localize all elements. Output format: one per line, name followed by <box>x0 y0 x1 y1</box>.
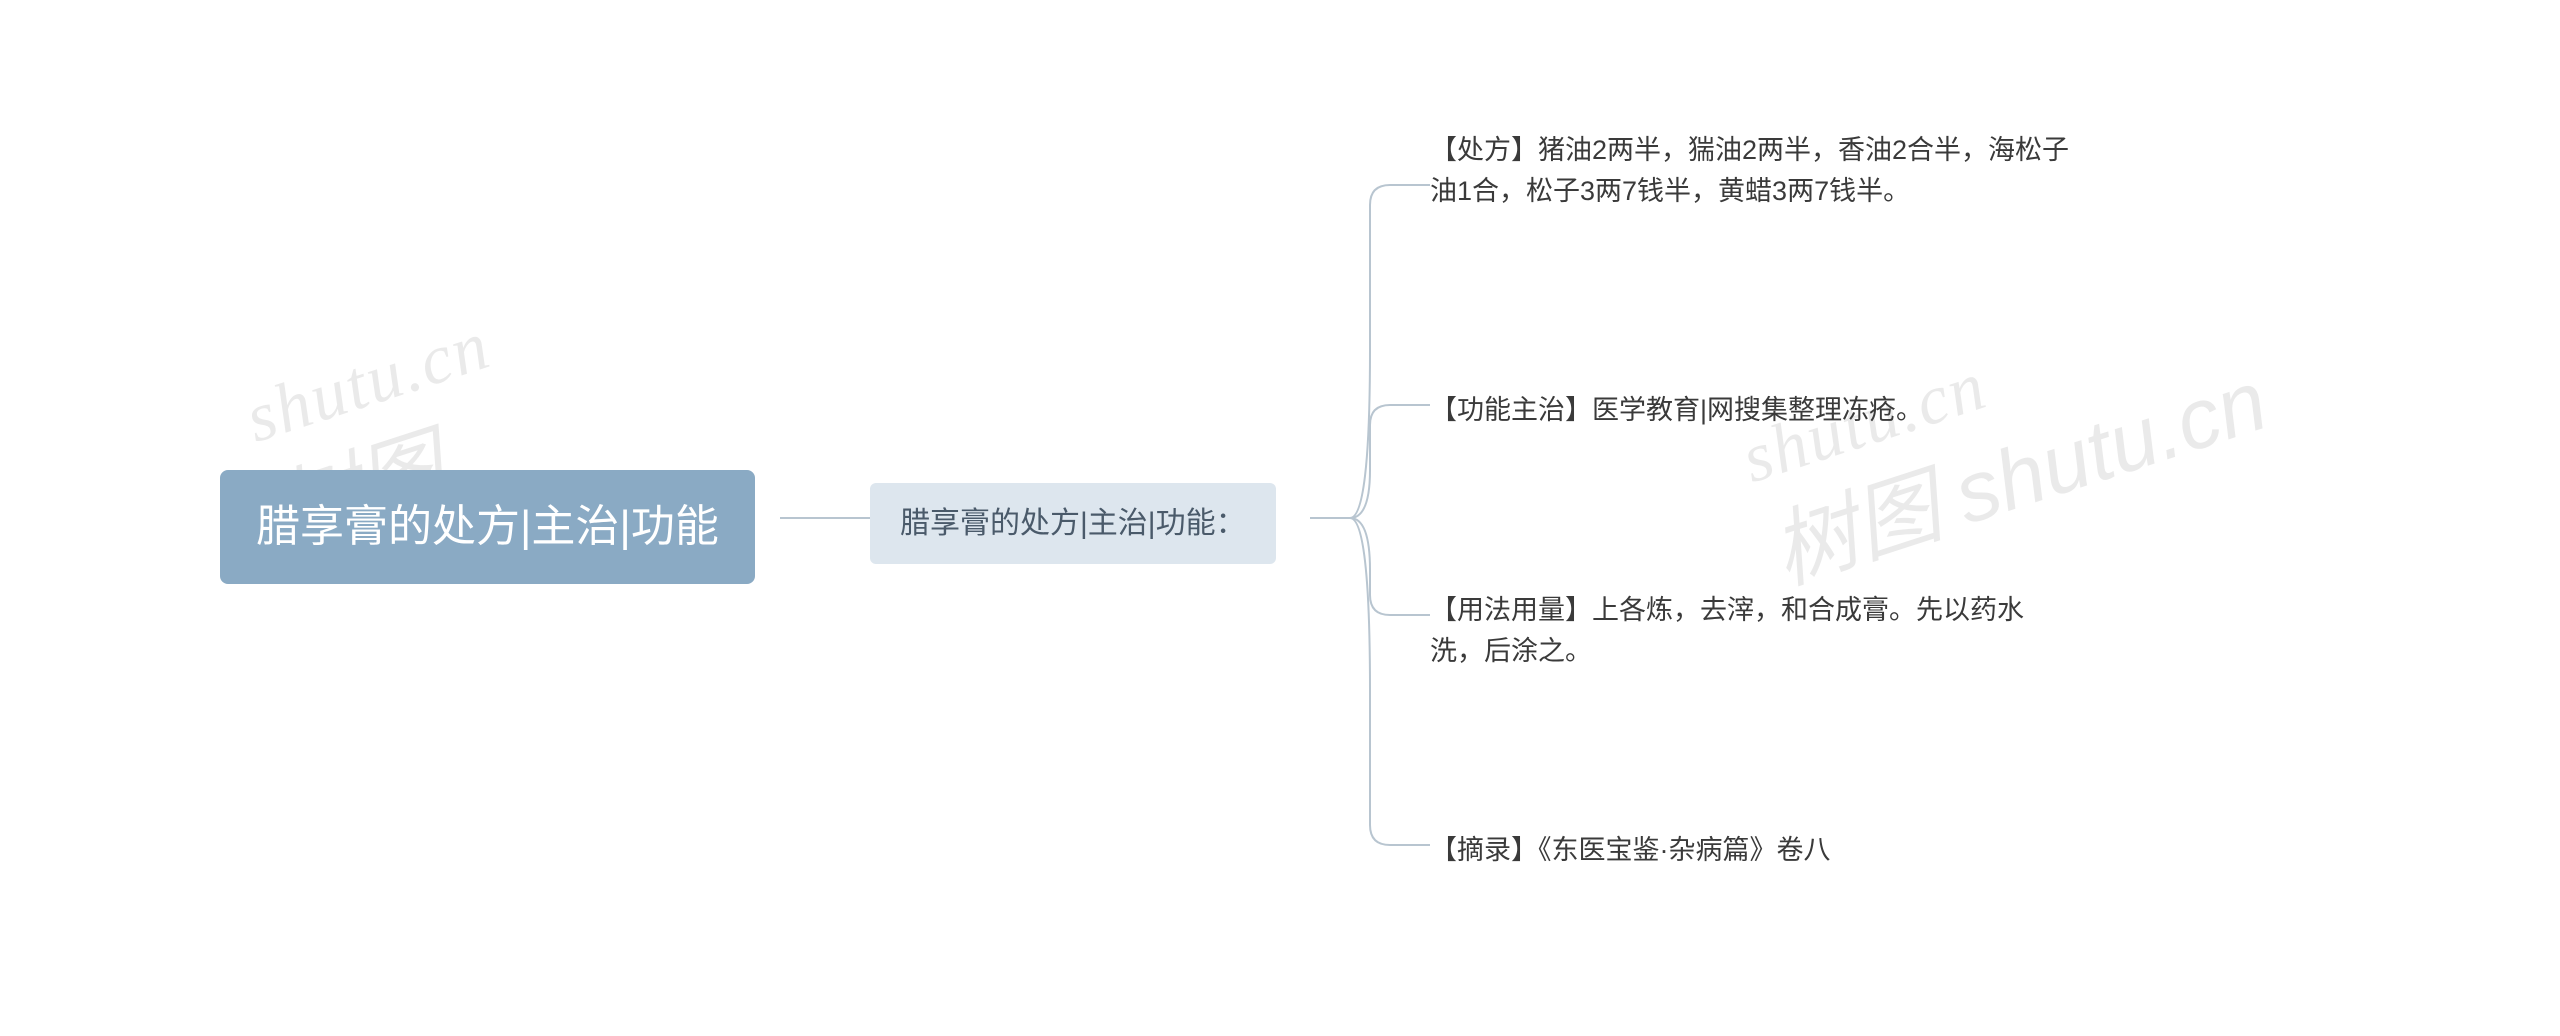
connector-bracket <box>1310 150 1430 880</box>
leaf-text: 【用法用量】上各炼，去滓，和合成膏。先以药水洗，后涂之。 <box>1430 590 2070 671</box>
leaf-text: 【处方】猪油2两半，猯油2两半，香油2合半，海松子油1合，松子3两7钱半，黄蜡3… <box>1430 130 2070 211</box>
leaf-node-usage: 【用法用量】上各炼，去滓，和合成膏。先以药水洗，后涂之。 <box>1430 590 2070 671</box>
branch-node: 腊享膏的处方|主治|功能： <box>870 483 1276 564</box>
watermark-url: shutu.cn <box>236 306 500 460</box>
watermark-brand: 树图 shutu.cn <box>1754 332 2280 607</box>
watermark-url: shutu.cn <box>1733 266 2245 500</box>
connector-root-mid <box>780 508 870 528</box>
mindmap-canvas: shutu.cn 树图 shutu.cn 树图 shutu.cn 腊享膏的处方|… <box>0 0 2560 1036</box>
leaf-node-prescription: 【处方】猪油2两半，猯油2两半，香油2合半，海松子油1合，松子3两7钱半，黄蜡3… <box>1430 130 2070 211</box>
leaf-node-function: 【功能主治】医学教育|网搜集整理冻疮。 <box>1430 390 2070 431</box>
leaf-text: 【摘录】《东医宝鉴·杂病篇》卷八 <box>1430 830 1831 871</box>
root-node-text: 腊享膏的处方|主治|功能 <box>256 494 719 560</box>
leaf-text: 【功能主治】医学教育|网搜集整理冻疮。 <box>1430 390 1923 431</box>
watermark: shutu.cn 树图 shutu.cn <box>1733 266 2280 608</box>
root-node: 腊享膏的处方|主治|功能 <box>220 470 755 584</box>
leaf-node-source: 【摘录】《东医宝鉴·杂病篇》卷八 <box>1430 830 2070 871</box>
branch-node-text: 腊享膏的处方|主治|功能： <box>900 501 1246 546</box>
